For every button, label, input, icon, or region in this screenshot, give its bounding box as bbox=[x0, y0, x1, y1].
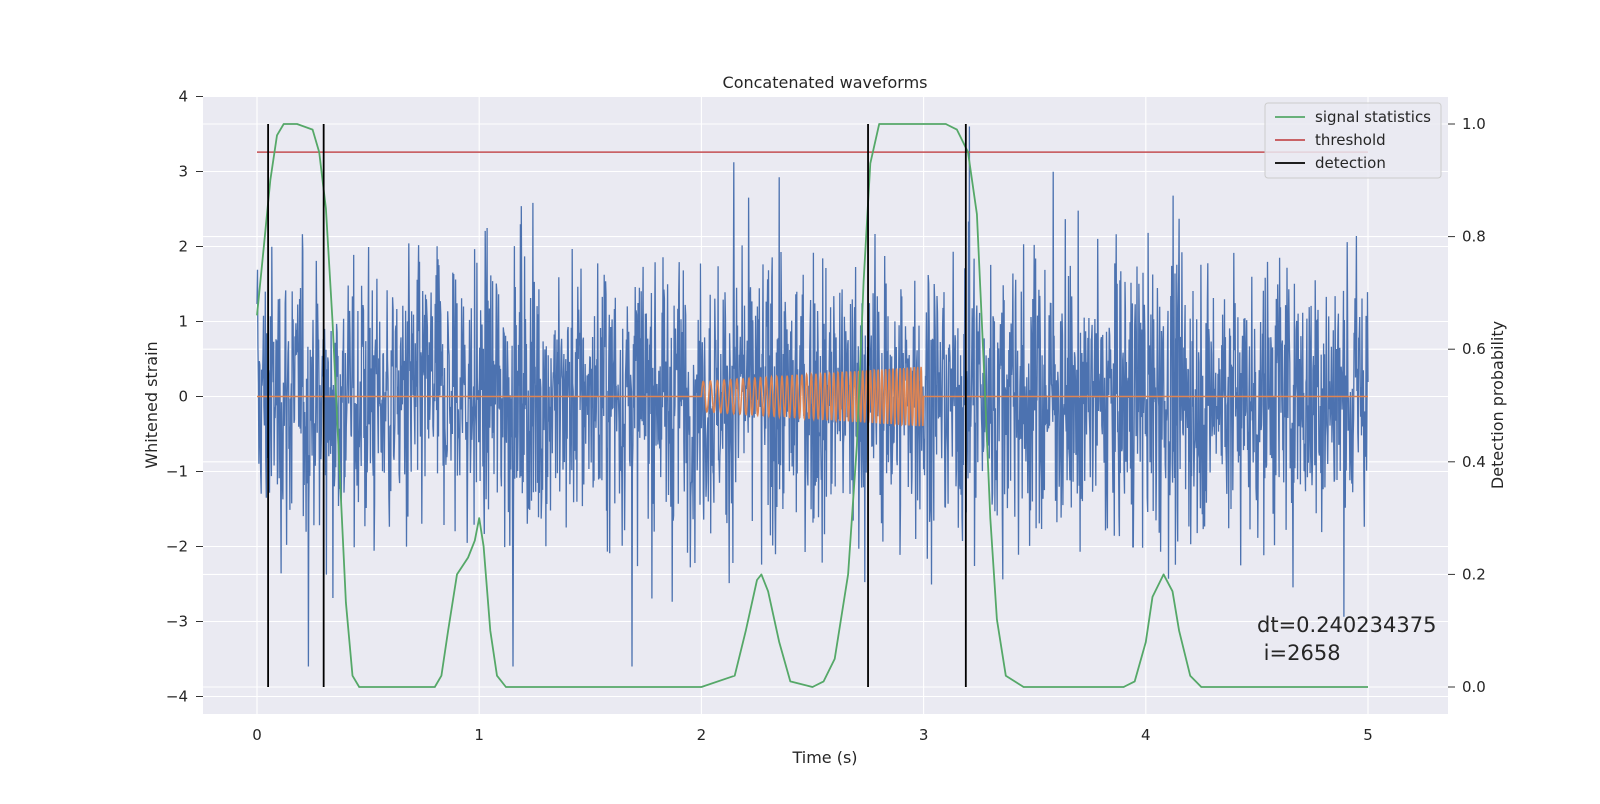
chart-title: Concatenated waveforms bbox=[723, 73, 928, 92]
y2-tick-label: 0.0 bbox=[1462, 678, 1486, 696]
y-tick-label: 4 bbox=[178, 88, 188, 106]
y-tick-label: 3 bbox=[178, 163, 188, 181]
annotation-i: i=2658 bbox=[1257, 641, 1341, 665]
legend-label-threshold: threshold bbox=[1315, 131, 1386, 149]
x-tick-label: 0 bbox=[252, 726, 262, 744]
signal-statistics-series bbox=[256, 123, 1368, 688]
annotation-dt: dt=0.240234375 bbox=[1257, 613, 1436, 637]
detection-series bbox=[267, 124, 967, 687]
y2-axis-ticks: 0.0 0.2 0.4 0.6 0.8 1.0 bbox=[1448, 115, 1486, 696]
legend: signal statistics threshold detection bbox=[1264, 102, 1442, 179]
x-tick-label: 3 bbox=[919, 726, 929, 744]
y-tick-label: −4 bbox=[166, 688, 188, 706]
y-tick-label: 2 bbox=[178, 238, 188, 256]
y2-tick-label: 0.8 bbox=[1462, 228, 1486, 246]
y-tick-label: 0 bbox=[178, 388, 188, 406]
y-tick-label: −3 bbox=[166, 613, 188, 631]
y2-tick-label: 0.2 bbox=[1462, 565, 1486, 583]
y2-tick-label: 0.6 bbox=[1462, 340, 1486, 358]
injection-line bbox=[257, 366, 1368, 428]
x-tick-label: 2 bbox=[697, 726, 707, 744]
legend-label-signal-statistics: signal statistics bbox=[1315, 108, 1431, 126]
y-axis-label: Whitened strain bbox=[142, 341, 161, 468]
legend-label-detection: detection bbox=[1315, 154, 1386, 172]
y-tick-label: −2 bbox=[166, 538, 188, 556]
x-tick-label: 1 bbox=[474, 726, 484, 744]
y2-axis-label: Detection probability bbox=[1488, 321, 1507, 489]
y-tick-label: 1 bbox=[178, 313, 188, 331]
x-tick-label: 5 bbox=[1363, 726, 1373, 744]
legend-box bbox=[1264, 102, 1442, 179]
x-tick-label: 4 bbox=[1141, 726, 1151, 744]
x-axis-label: Time (s) bbox=[791, 748, 857, 767]
y-tick-label: −1 bbox=[166, 463, 188, 481]
x-axis-ticks: 0 1 2 3 4 5 bbox=[252, 726, 1373, 744]
injection-series bbox=[257, 366, 1368, 428]
y2-tick-label: 1.0 bbox=[1462, 115, 1486, 133]
y-axis-ticks: 4 3 2 1 0 −1 −2 −3 −4 bbox=[166, 88, 203, 706]
y2-tick-label: 0.4 bbox=[1462, 453, 1486, 471]
signal-statistics-line bbox=[256, 123, 1368, 688]
